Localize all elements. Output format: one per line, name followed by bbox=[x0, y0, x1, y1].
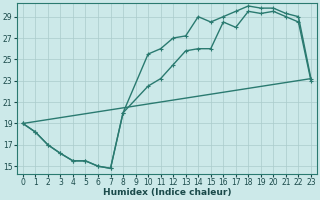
X-axis label: Humidex (Indice chaleur): Humidex (Indice chaleur) bbox=[103, 188, 231, 197]
